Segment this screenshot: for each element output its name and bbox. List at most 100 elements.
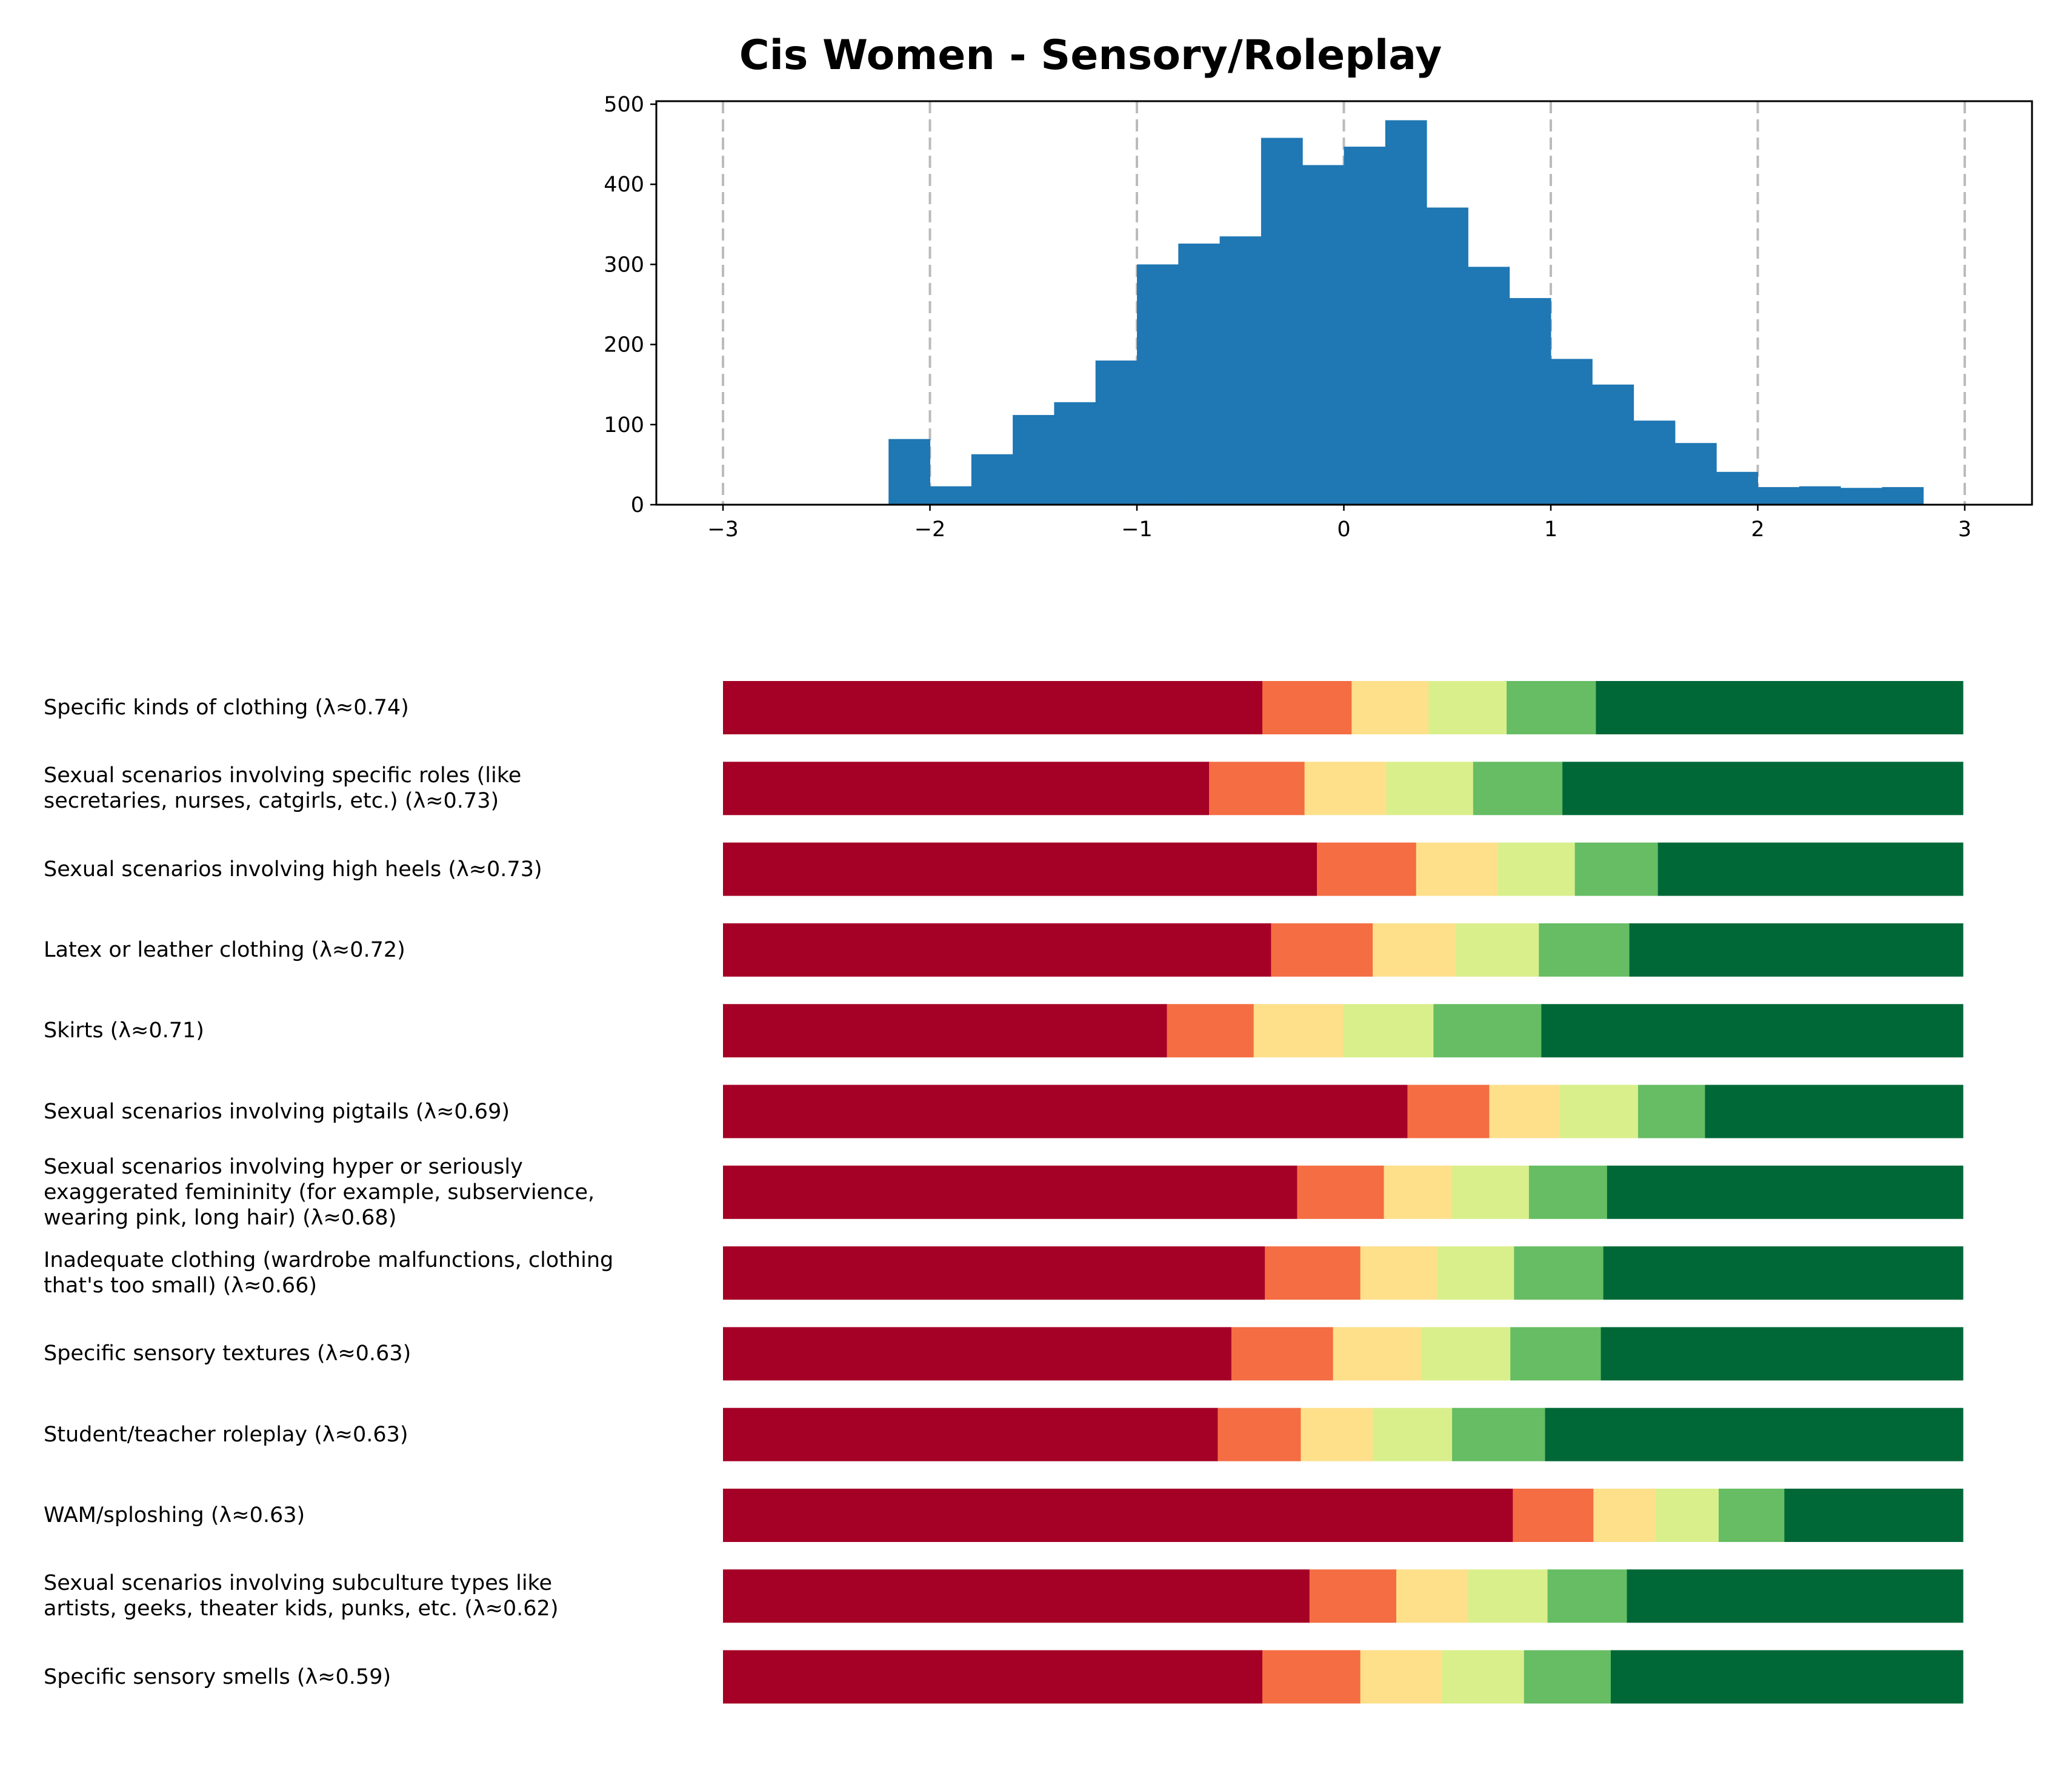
stacked-bar-row (723, 681, 1964, 734)
histogram-bar (1468, 267, 1510, 505)
histogram-bar (1385, 120, 1427, 505)
bar-segment (1373, 1407, 1453, 1461)
x-tick-label: 3 (1958, 517, 1971, 542)
histogram-bar (1716, 471, 1758, 505)
bar-segment (1309, 1569, 1397, 1623)
histogram-bar (1013, 414, 1054, 505)
bar-segment (1456, 923, 1539, 977)
histogram-bar (1674, 443, 1717, 505)
category-label: Student/teacher roleplay (λ≈0.63) (44, 1422, 408, 1447)
bar-segment (723, 762, 1210, 816)
bar-segment (1262, 1650, 1361, 1704)
stacked-bar-row (723, 1085, 1964, 1138)
bar-segment (1524, 1650, 1611, 1704)
bar-segment (1442, 1650, 1525, 1704)
category-label: Sexual scenarios involving subculture ty… (44, 1571, 559, 1621)
stacked-bar-row (723, 1569, 1964, 1623)
bar-segment (1317, 842, 1417, 896)
histogram-chart: −3 −2 −1 0 1 2 3 0 100 200 300 400 500 (604, 93, 2033, 542)
x-tick-label: −3 (707, 517, 739, 542)
bar-segment (1562, 762, 1964, 816)
bar-segment (723, 1246, 1265, 1300)
histogram-bar (1219, 236, 1262, 505)
stacked-bar-row (723, 1489, 1964, 1542)
bar-segment (1265, 1246, 1361, 1300)
bar-segment (723, 1327, 1232, 1381)
bar-segment (1574, 842, 1659, 896)
bar-segment (1360, 1650, 1443, 1704)
bar-segment (1304, 762, 1387, 816)
x-tick-label: 2 (1751, 517, 1764, 542)
x-tick-label: 0 (1337, 517, 1350, 542)
category-label: Latex or leather clothing (λ≈0.72) (44, 937, 405, 962)
bar-segment (1416, 842, 1499, 896)
bar-segment (1705, 1085, 1964, 1138)
histogram-bar (1509, 297, 1551, 505)
bar-segment (1437, 1246, 1514, 1300)
bar-segment (1596, 681, 1964, 734)
bar-segment (723, 681, 1263, 734)
bar-segment (1593, 1489, 1656, 1542)
bar-segment (1231, 1327, 1334, 1381)
histogram-bar (1592, 384, 1634, 505)
bar-segment (1539, 923, 1630, 977)
histogram-bars (888, 120, 1924, 505)
bar-segment (1351, 681, 1429, 734)
y-tick-label: 200 (604, 333, 644, 357)
bar-segment (1373, 923, 1456, 977)
histogram-bar (1261, 138, 1303, 505)
bar-segment (1333, 1327, 1422, 1381)
bar-segment (1607, 1165, 1964, 1219)
bar-segment (1297, 1165, 1385, 1219)
bar-segment (723, 842, 1317, 896)
histogram-bar (1427, 207, 1468, 505)
bar-segment (723, 1569, 1310, 1623)
stacked-bar-row (723, 842, 1964, 896)
stacked-bar-row (723, 1004, 1964, 1058)
histogram-y-ticks: 0 100 200 300 400 500 (604, 93, 656, 517)
bar-segment (1718, 1489, 1785, 1542)
category-label: Specific sensory smells (λ≈0.59) (44, 1664, 391, 1689)
bar-segment (1560, 1085, 1639, 1138)
bar-segment (1514, 1246, 1604, 1300)
histogram-bar (1633, 420, 1676, 505)
category-label: Specific kinds of clothing (λ≈0.74) (44, 696, 409, 720)
bar-segment (1468, 1569, 1548, 1623)
bar-segment (1629, 923, 1964, 977)
bar-segment (1360, 1246, 1438, 1300)
y-tick-label: 400 (604, 173, 644, 197)
bar-segment (723, 1165, 1297, 1219)
stacked-bar-row (723, 1650, 1964, 1704)
stacked-bar-row (723, 1165, 1964, 1219)
histogram-bar (1054, 402, 1096, 505)
bar-segment (1271, 923, 1373, 977)
category-label: Inadequate clothing (wardrobe malfunctio… (44, 1248, 614, 1298)
bar-segment (1262, 681, 1352, 734)
histogram-bar (888, 439, 930, 505)
bar-segment (1218, 1407, 1302, 1461)
bar-segment (1253, 1004, 1344, 1058)
category-label: Sexual scenarios involving high heels (λ… (44, 857, 542, 882)
bar-segment (723, 923, 1271, 977)
bar-segment (1528, 1165, 1608, 1219)
bar-segment (1507, 681, 1596, 734)
stacked-bar-row (723, 1246, 1964, 1300)
bar-segment (723, 1004, 1168, 1058)
bar-segment (1386, 762, 1474, 816)
bar-segment (1384, 1165, 1453, 1219)
bar-segment (1510, 1327, 1602, 1381)
bar-segment (1433, 1004, 1542, 1058)
category-label: Specific sensory textures (λ≈0.63) (44, 1341, 411, 1366)
bar-segment (1421, 1327, 1511, 1381)
bar-segment (1513, 1489, 1594, 1542)
histogram-bar (1840, 488, 1882, 505)
bar-segment (1610, 1650, 1964, 1704)
category-label: Skirts (λ≈0.71) (44, 1018, 204, 1043)
category-label: Sexual scenarios involving specific role… (44, 763, 522, 814)
bar-segment (723, 1650, 1263, 1704)
y-tick-label: 100 (604, 413, 644, 437)
bar-segment (1784, 1489, 1964, 1542)
bar-segment (1541, 1004, 1964, 1058)
bar-segment (1452, 1165, 1530, 1219)
stacked-bar-row (723, 1407, 1964, 1461)
